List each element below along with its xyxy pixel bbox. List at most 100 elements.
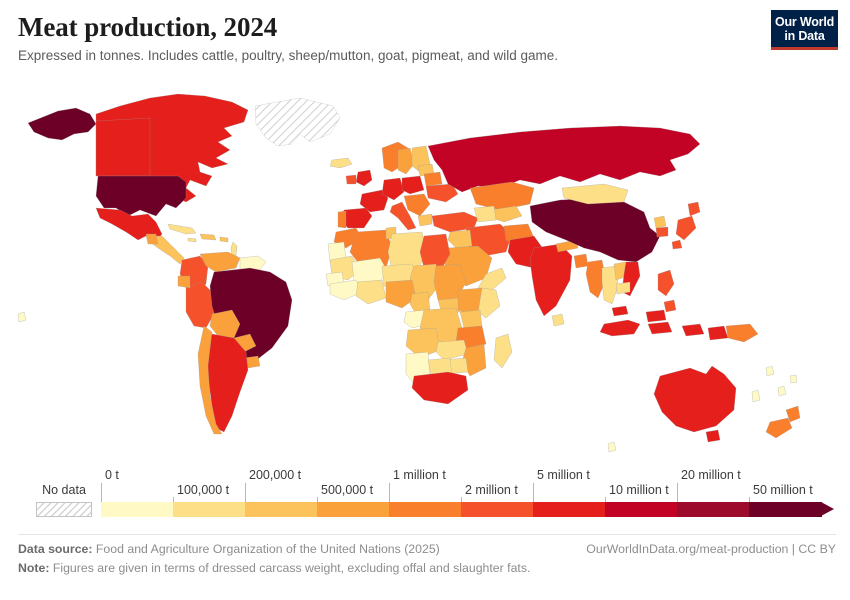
page-title: Meat production, 2024 [18,12,278,42]
legend-no-data-label: No data [42,483,86,497]
country-pacific-islands[interactable] [751,365,798,403]
legend-bar-arrow [821,502,834,516]
country-guatemala[interactable] [145,233,159,245]
source-label: Data source: [18,542,93,556]
legend-bin-5[interactable] [461,502,534,517]
country-tasmania[interactable] [705,429,721,443]
country-guinea-coast[interactable] [329,279,363,301]
country-kenya[interactable] [459,309,483,329]
country-malaysia[interactable] [611,305,667,323]
country-chile[interactable] [197,325,223,435]
country-bangladesh[interactable] [573,253,589,269]
world-map[interactable] [0,76,850,466]
world-map-svg[interactable] [0,76,850,466]
country-cuba[interactable] [167,223,197,235]
country-ghana-ivory[interactable] [355,279,387,305]
country-balkans[interactable] [403,193,431,217]
country-nigeria[interactable] [385,279,417,309]
legend-tick-3 [317,497,318,502]
country-greece[interactable] [417,213,433,227]
legend-color-bar[interactable] [0,502,850,518]
country-france[interactable] [359,189,389,213]
country-new-zealand[interactable] [765,405,801,439]
country-guyanas[interactable] [239,255,267,273]
country-belarus[interactable] [423,171,443,187]
legend-bin-9[interactable] [749,502,822,517]
country-hispaniola[interactable] [199,233,217,241]
country-south-korea[interactable] [655,226,669,238]
country-jamaica[interactable] [187,237,197,243]
country-mongolia[interactable] [561,183,629,205]
legend-bin-1[interactable] [173,502,246,517]
country-japan[interactable] [671,201,701,250]
country-turkmenistan[interactable] [473,205,497,223]
legend-tick-labels: 0 t 100,000 t 200,000 t 500,000 t 1 million … [0,466,850,506]
country-portugal[interactable] [337,210,347,229]
country-ireland[interactable] [345,174,357,185]
country-greenland[interactable] [254,97,341,147]
legend-tick-1 [173,497,174,502]
attribution-link[interactable]: OurWorldInData.org/meat-production | CC … [586,542,836,556]
country-puerto-rico[interactable] [219,236,229,243]
country-indonesia[interactable] [599,319,729,341]
country-ecuador[interactable] [177,275,191,289]
map-legend[interactable]: No data 0 t 100,000 t 200,000 t 500,000 t 1 … [0,466,850,528]
legend-tick-4 [389,483,390,502]
country-madagascar[interactable] [493,333,513,369]
our-world-in-data-logo[interactable]: Our World in Data [771,10,838,50]
legend-bin-3[interactable] [317,502,390,517]
country-peru[interactable] [185,281,215,329]
legend-bin-6[interactable] [533,502,606,517]
country-united-states[interactable] [95,175,187,217]
country-italy[interactable] [389,201,417,231]
legend-bin-2[interactable] [245,502,318,517]
country-south-africa[interactable] [411,371,469,405]
country-india[interactable] [529,243,573,317]
country-mali[interactable] [351,257,389,287]
note-value: Figures are given in terms of dressed ca… [52,561,531,575]
country-philippines[interactable] [657,269,677,313]
country-united-kingdom[interactable] [355,169,373,187]
country-myanmar[interactable] [585,259,607,299]
legend-label-6: 5 million t [537,468,590,482]
legend-label-1: 100,000 t [177,483,230,497]
chart-header: Meat production, 2024 Expressed in tonne… [18,10,832,72]
country-somalia[interactable] [477,287,501,319]
country-sri-lanka[interactable] [551,313,565,327]
country-zambia[interactable] [435,339,469,361]
legend-bin-8[interactable] [677,502,750,517]
footer-divider [18,534,836,535]
legend-bin-4[interactable] [389,502,462,517]
country-russia[interactable] [427,125,701,193]
country-iceland[interactable] [329,157,353,169]
country-alaska[interactable] [27,107,97,141]
map-countries[interactable] [17,93,801,453]
legend-bin-7[interactable] [605,502,678,517]
legend-label-0: 0 t [105,468,119,482]
source-value: Food and Agriculture Organization of the… [95,542,440,556]
country-australia[interactable] [653,365,737,433]
note-label: Note: [18,561,50,575]
country-yemen-oman[interactable] [477,267,507,291]
logo-line-1: Our World [774,14,835,29]
country-kazakhstan[interactable] [469,181,535,211]
country-cambodia[interactable] [615,281,631,295]
country-canada-west[interactable] [95,117,151,177]
country-papua-new-guinea[interactable] [725,323,759,343]
country-angola[interactable] [405,327,441,359]
country-small-islands[interactable] [17,311,617,453]
country-iraq[interactable] [447,229,473,249]
country-ukraine[interactable] [425,183,459,203]
country-poland[interactable] [401,175,425,195]
legend-label-3: 500,000 t [321,483,374,497]
legend-tick-8 [677,483,678,502]
footer-source-row: Data source: Food and Agriculture Organi… [18,540,836,559]
legend-bin-0[interactable] [101,502,174,517]
country-venezuela[interactable] [199,251,241,273]
legend-no-data-swatch[interactable] [36,502,92,517]
legend-tick-2 [245,483,246,502]
country-sweden[interactable] [397,147,415,175]
country-north-korea[interactable] [653,215,667,229]
country-germany[interactable] [381,177,405,201]
